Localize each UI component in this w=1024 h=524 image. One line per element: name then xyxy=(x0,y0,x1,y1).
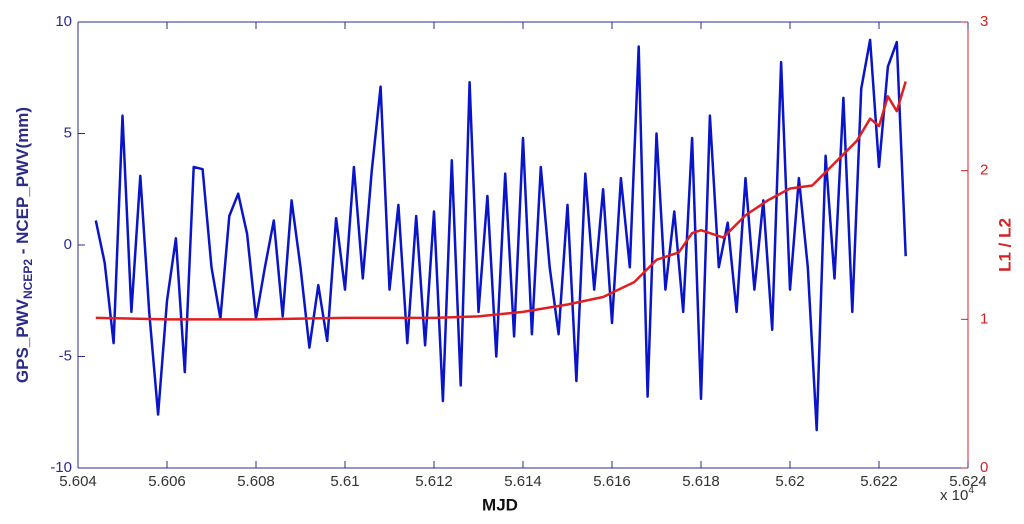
y-tick-label: 10 xyxy=(55,13,72,30)
y-label-rest: - NCEP_PWV(mm) xyxy=(13,107,32,259)
x-tick-label: 5.624 xyxy=(949,473,987,490)
y2-axis-label: L1 / L2 xyxy=(995,218,1014,272)
x-tick-label: 5.618 xyxy=(682,473,720,490)
x-axis-label: MJD xyxy=(482,495,518,514)
x-multiplier-exponent: 4 xyxy=(968,485,974,496)
y-tick-label: 5 xyxy=(64,124,72,141)
y-tick-label: 0 xyxy=(64,236,72,253)
x-tick-label: 5.606 xyxy=(148,473,186,490)
y-tick-label: -10 xyxy=(50,459,72,476)
y-tick-label: -5 xyxy=(59,347,72,364)
x-tick-label: 5.622 xyxy=(860,473,898,490)
y-label-sub: NCEP2 xyxy=(21,259,35,299)
x-tick-label: 5.61 xyxy=(330,473,359,490)
y2-tick-label: 3 xyxy=(980,13,988,30)
x-tick-label: 5.604 xyxy=(59,473,97,490)
data-line xyxy=(95,81,907,321)
x-tick-label: 5.612 xyxy=(415,473,453,490)
y2-tick-label: 1 xyxy=(980,310,988,327)
data-line xyxy=(94,38,907,432)
y2-tick-label: 2 xyxy=(980,162,988,179)
x-tick-label: 5.608 xyxy=(237,473,275,490)
x-tick-label: 5.616 xyxy=(593,473,631,490)
x-multiplier: x 104 xyxy=(940,485,974,504)
y2-tick-label: 0 xyxy=(980,459,988,476)
x-tick-label: 5.62 xyxy=(775,473,804,490)
y-label-main: GPS_PWV xyxy=(13,298,32,383)
x-multiplier-base: x 10 xyxy=(940,487,968,504)
y-axis-label: GPS_PWVNCEP2 - NCEP_PWV(mm) xyxy=(13,107,35,383)
x-tick-label: 5.614 xyxy=(504,473,542,490)
